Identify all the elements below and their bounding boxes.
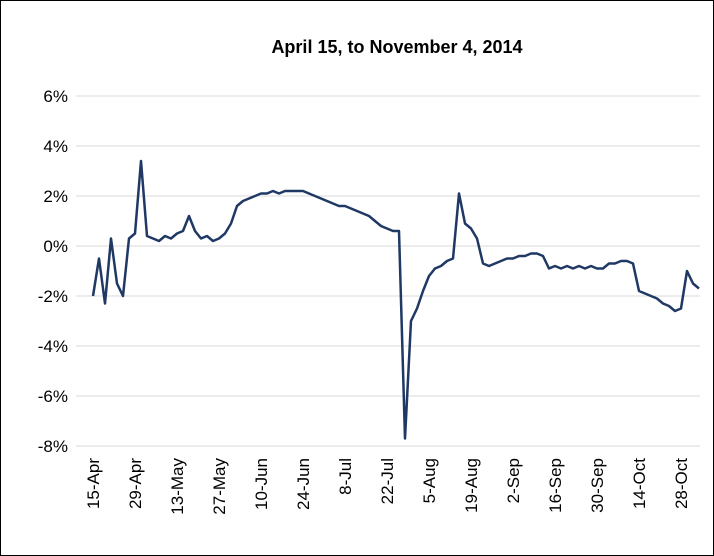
x-tick-label: 19-Aug bbox=[462, 458, 481, 513]
y-tick-label: 2% bbox=[43, 187, 68, 206]
y-tick-label: -6% bbox=[38, 387, 68, 406]
x-tick-label: 29-Apr bbox=[126, 458, 145, 509]
y-tick-label: 4% bbox=[43, 137, 68, 156]
data-line bbox=[91, 159, 700, 440]
x-tick-label: 8-Jul bbox=[336, 458, 355, 495]
x-tick-label: 27-May bbox=[210, 458, 229, 515]
y-tick-label: 0% bbox=[43, 237, 68, 256]
chart-title: April 15, to November 4, 2014 bbox=[271, 37, 522, 57]
x-tick-label: 22-Jul bbox=[378, 458, 397, 504]
y-tick-label: 6% bbox=[43, 87, 68, 106]
x-tick-label: 2-Sep bbox=[504, 458, 523, 503]
x-tick-label: 10-Jun bbox=[252, 458, 271, 510]
x-tick-label: 13-May bbox=[168, 458, 187, 515]
x-tick-label: 5-Aug bbox=[420, 458, 439, 503]
y-tick-label: -4% bbox=[38, 337, 68, 356]
x-tick-label: 28-Oct bbox=[672, 458, 691, 509]
y-tick-label: -8% bbox=[38, 437, 68, 456]
x-tick-label: 14-Oct bbox=[630, 458, 649, 509]
x-tick-label: 15-Apr bbox=[84, 458, 103, 509]
x-tick-label: 30-Sep bbox=[588, 458, 607, 513]
x-tick-label: 24-Jun bbox=[294, 458, 313, 510]
y-tick-label: -2% bbox=[38, 287, 68, 306]
x-tick-label: 16-Sep bbox=[546, 458, 565, 513]
